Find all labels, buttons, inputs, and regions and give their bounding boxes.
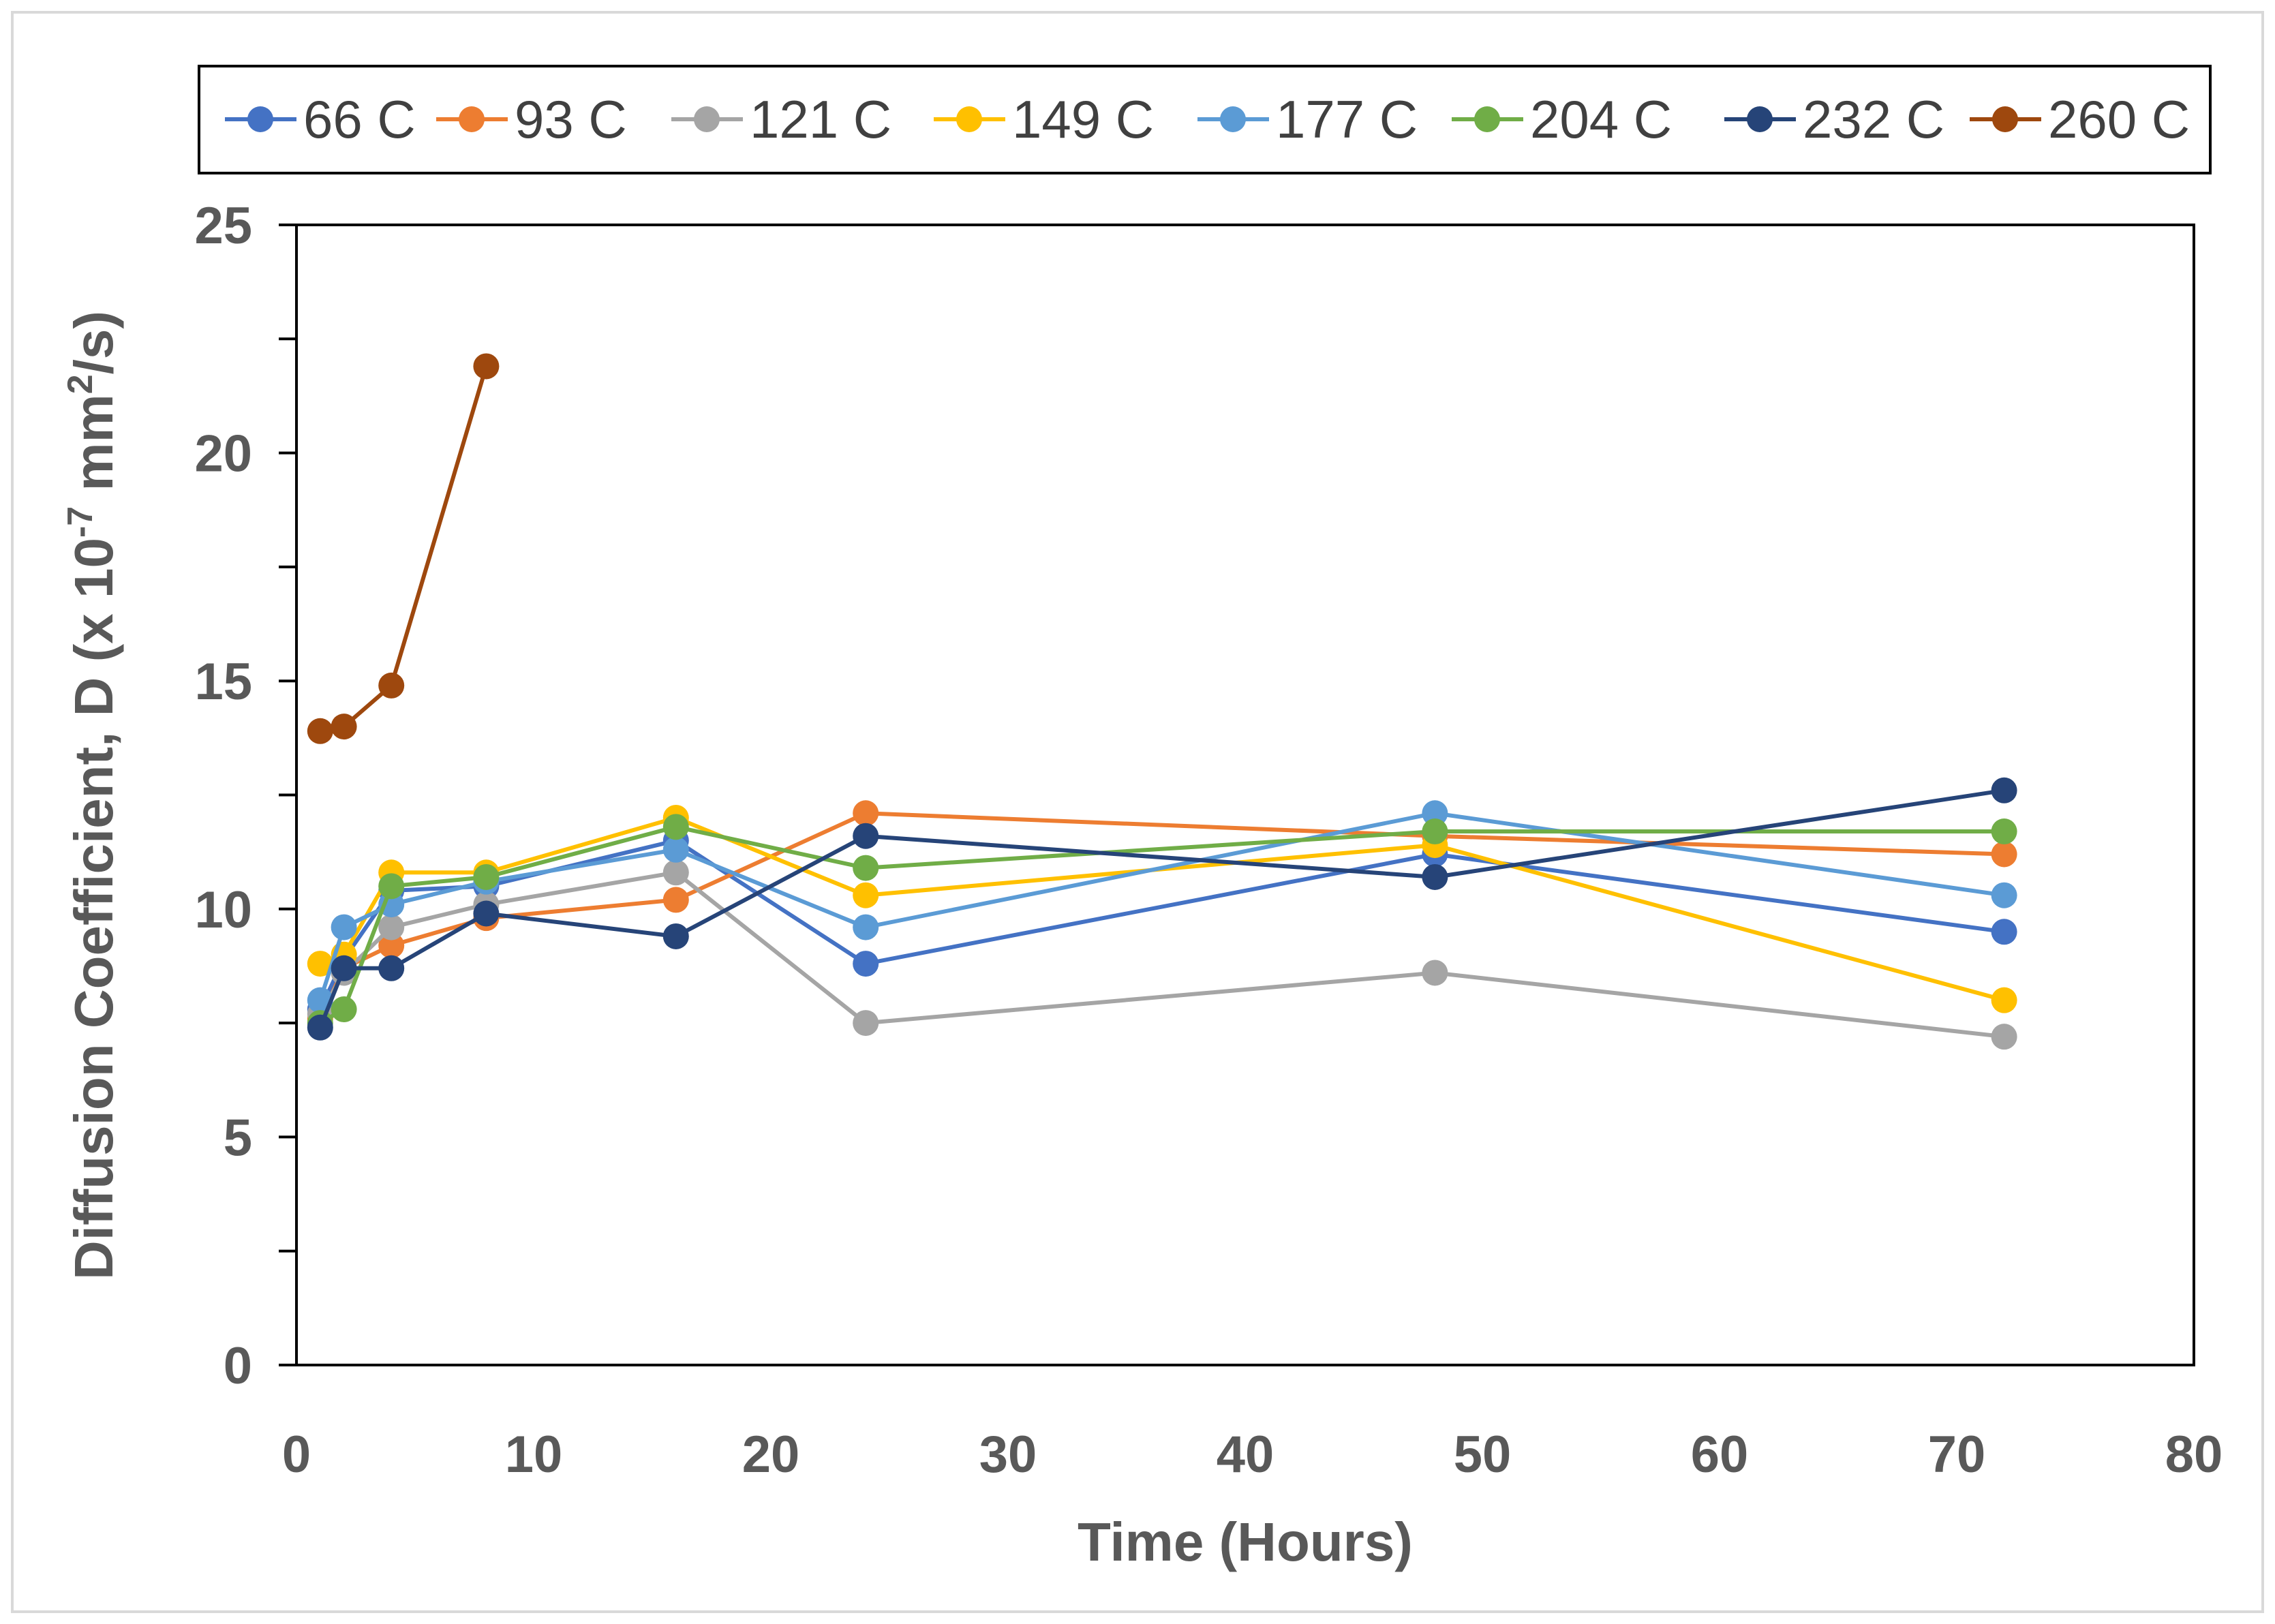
legend-label: 232 C [1803, 89, 1944, 149]
data-point [331, 955, 357, 981]
data-point [307, 1014, 333, 1041]
legend-item: 66 C [225, 89, 416, 149]
data-point [1991, 1024, 2017, 1050]
data-point [662, 923, 689, 949]
legend-marker [459, 106, 485, 132]
data-point [853, 1010, 879, 1037]
legend-marker [694, 106, 720, 132]
y-tick-label: 10 [194, 881, 252, 939]
data-point [378, 932, 405, 959]
y-tick-label: 5 [224, 1109, 252, 1167]
legend-marker [1220, 106, 1246, 132]
data-point [331, 914, 357, 940]
legend-item: 93 C [436, 89, 627, 149]
x-tick-label: 80 [2165, 1426, 2223, 1484]
legend-item: 204 C [1452, 89, 1672, 149]
data-point [1991, 777, 2017, 803]
legend-label: 204 C [1530, 89, 1672, 149]
data-point [378, 873, 405, 900]
data-point [1422, 800, 1448, 827]
y-axis-title-middle: mm [63, 394, 124, 506]
legend-item: 121 C [671, 89, 891, 149]
data-point [1422, 863, 1448, 890]
data-point [853, 951, 879, 977]
series-204-c [307, 814, 2017, 1037]
legend: 66 C 93 C 121 C 149 C 177 C 204 C 232 C 260 C [225, 89, 2190, 149]
x-tick-label: 10 [505, 1426, 563, 1484]
legend-label: 121 C [750, 89, 891, 149]
y-axis-title: Diffusion Coefficient, D (x 10-7 mm2/s) [61, 311, 124, 1280]
series-260-c [307, 353, 500, 744]
y-axis-title-squared: 2 [61, 374, 100, 394]
data-point [1422, 960, 1448, 986]
y-axis-title-prefix: Diffusion Coefficient, D (x 10 [63, 538, 124, 1280]
data-point [1991, 882, 2017, 908]
plot-area [295, 224, 2195, 1366]
x-tick-label: 40 [1217, 1426, 1274, 1484]
data-point [378, 914, 405, 940]
y-tick-label: 0 [224, 1337, 252, 1395]
chart-outer-border [11, 11, 2264, 1613]
legend-marker [1747, 106, 1773, 132]
data-point [378, 672, 405, 699]
legend-label: 177 C [1276, 89, 1418, 149]
legend-marker [956, 106, 982, 132]
data-point [1991, 987, 2017, 1013]
data-point [331, 996, 357, 1023]
x-tick-label: 70 [1928, 1426, 1986, 1484]
data-point [307, 718, 333, 744]
series-group [307, 353, 2017, 1050]
x-tick-label: 60 [1691, 1426, 1749, 1484]
data-point [473, 353, 500, 380]
data-point [473, 863, 500, 890]
x-tick-label: 50 [1454, 1426, 1512, 1484]
y-axis-ticks [279, 224, 296, 1366]
data-point [662, 859, 689, 886]
legend-item: 149 C [934, 89, 1154, 149]
data-point [853, 823, 879, 849]
data-point [473, 900, 500, 927]
legend-label: 66 C [303, 89, 416, 149]
data-point [1991, 919, 2017, 945]
legend-label: 93 C [515, 89, 627, 149]
y-tick-label: 25 [194, 197, 252, 255]
data-point [662, 836, 689, 863]
data-point [1991, 841, 2017, 868]
data-point [1991, 818, 2017, 845]
legend-label: 260 C [2048, 89, 2190, 149]
x-tick-label: 30 [979, 1426, 1037, 1484]
legend-item: 232 C [1724, 89, 1944, 149]
data-point [853, 855, 879, 881]
legend-marker [1992, 106, 2018, 132]
series-232-c [307, 777, 2017, 1041]
legend-marker [1474, 106, 1500, 132]
x-tick-label: 20 [742, 1426, 800, 1484]
series-line [319, 816, 2005, 1002]
series-line [319, 825, 2004, 1025]
data-point [331, 714, 357, 740]
x-axis-title: Time (Hours) [1078, 1512, 1413, 1572]
y-axis-title-suffix: /s) [63, 311, 124, 374]
legend-marker [247, 106, 273, 132]
data-point [662, 887, 689, 913]
y-tick-label: 20 [194, 425, 252, 483]
y-axis-tick-labels: 0 5 10 15 20 25 [194, 197, 252, 1395]
data-point [853, 882, 879, 908]
data-point [853, 914, 879, 940]
data-point [378, 955, 405, 981]
data-point [1422, 818, 1448, 845]
y-tick-label: 15 [194, 653, 252, 711]
data-point [307, 951, 333, 977]
data-point [662, 814, 689, 840]
y-axis-title-exponent: -7 [61, 506, 100, 538]
legend-label: 149 C [1012, 89, 1154, 149]
x-tick-label: 0 [282, 1426, 311, 1484]
legend-item: 260 C [1970, 89, 2190, 149]
x-axis-tick-labels: 0 10 20 30 40 50 60 70 80 [282, 1426, 2223, 1484]
legend-item: 177 C [1197, 89, 1418, 149]
data-point [853, 800, 879, 827]
